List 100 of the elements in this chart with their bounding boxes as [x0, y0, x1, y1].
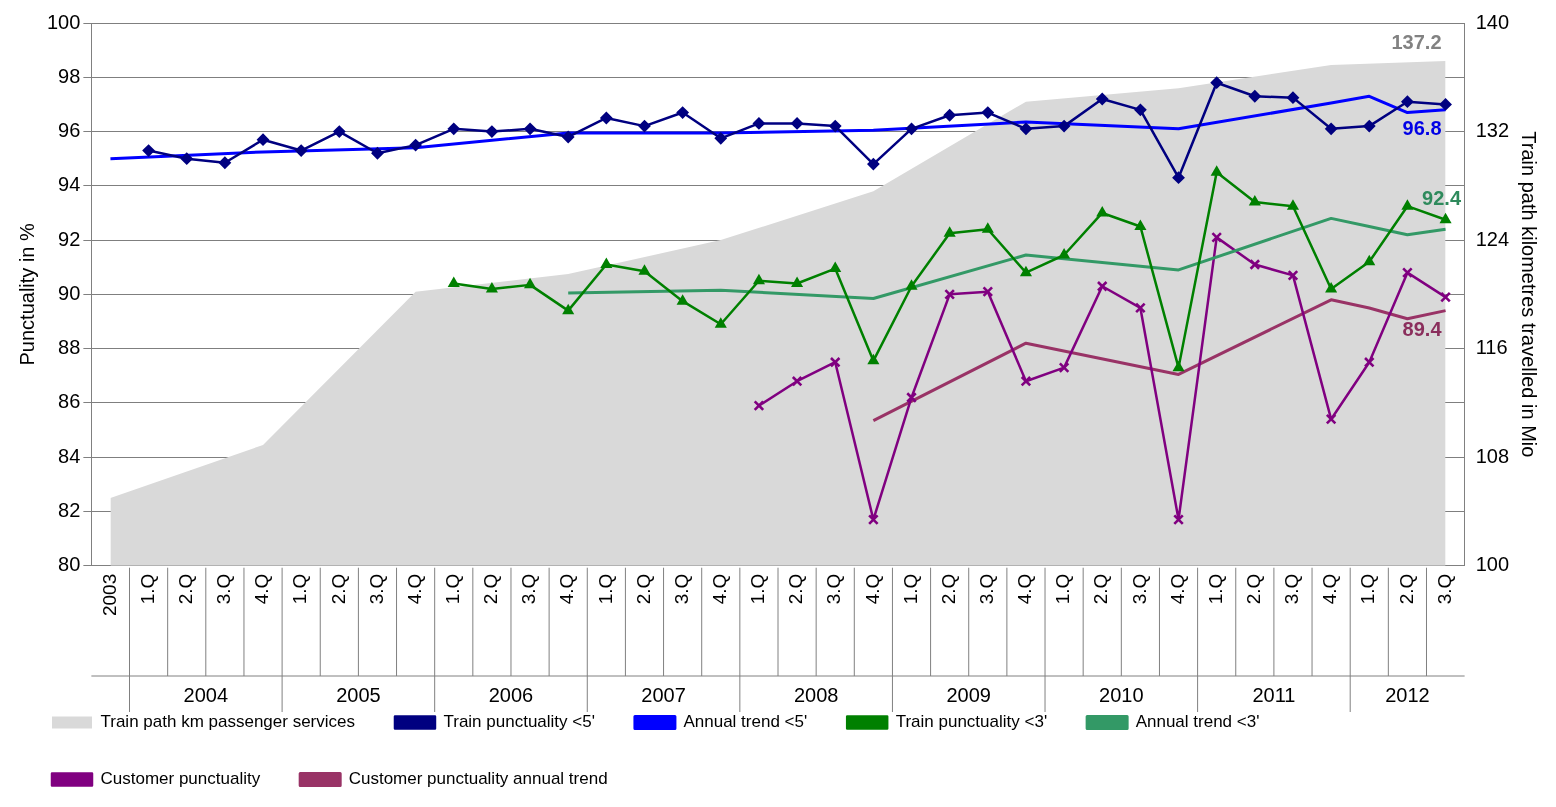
point [1286, 91, 1299, 104]
point [295, 144, 308, 157]
x-tick-label: 1.Q [1204, 573, 1226, 605]
point [447, 122, 460, 135]
x-tick-label: 1.Q [1052, 573, 1074, 605]
text: 2009 [946, 683, 991, 706]
x-tick-label: 2.Q [174, 573, 196, 605]
legend-label: Annual trend <5' [683, 712, 808, 732]
x-tick-label: 4.Q [403, 573, 425, 605]
point [562, 130, 575, 143]
data-label: 137.2 [1391, 30, 1442, 53]
y2-tick-label: 100 [1475, 553, 1510, 576]
legend-label: Train path km passenger services [100, 712, 355, 732]
point [1402, 200, 1413, 210]
point [1058, 362, 1070, 373]
y-tick-label: 82 [58, 498, 81, 521]
x-tick-label: 2.Q [1395, 573, 1417, 605]
x-tick-label: 2.Q [937, 573, 959, 605]
point [600, 111, 613, 124]
x-tick-label: 3.Q [518, 573, 540, 605]
y2-tick-label: 124 [1475, 227, 1510, 250]
point [715, 318, 727, 328]
y2-tick-label: 132 [1475, 119, 1510, 142]
point [1248, 90, 1261, 103]
point [1249, 196, 1261, 206]
text: 2008 [793, 683, 839, 706]
point [142, 144, 155, 157]
text: 2005 [336, 683, 381, 706]
point [868, 354, 879, 365]
point [1210, 76, 1223, 89]
point [905, 122, 918, 135]
point [1325, 122, 1338, 135]
point [1058, 249, 1070, 259]
x-tick-label: 2.Q [785, 573, 807, 605]
point [333, 125, 346, 138]
x-tick-label: 3.Q [823, 573, 845, 605]
point [1249, 259, 1260, 270]
point [1325, 282, 1337, 293]
point [486, 282, 498, 293]
data-label: 89.4 [1402, 318, 1443, 341]
point [714, 132, 727, 145]
data-label: 96.8 [1402, 117, 1442, 140]
x-tick-label: 4.Q [709, 573, 731, 605]
text: 2012 [1385, 683, 1430, 706]
y-tick-label: 86 [58, 390, 81, 413]
point [753, 274, 765, 285]
x-tick-label: 3.Q [1433, 573, 1455, 605]
legend-label: Train punctuality <5' [443, 712, 595, 732]
point [448, 277, 460, 288]
data-label: 92.4 [1422, 186, 1462, 209]
text: 2010 [1099, 683, 1144, 706]
x-tick-label: 2.Q [480, 573, 502, 605]
y-tick-label: 100 [46, 10, 81, 33]
x-tick-label: 1.Q [1357, 573, 1379, 605]
legend-label: Annual trend <3' [1135, 712, 1260, 732]
x-tick-label: 1.Q [594, 573, 616, 605]
legend-label: Train punctuality <3' [895, 712, 1048, 732]
x-tick-label: 3.Q [670, 573, 692, 605]
text: 2006 [488, 683, 534, 706]
y2-axis-title: Train path kilometres travelled in Mio [1518, 131, 1541, 458]
point [1440, 213, 1451, 224]
point [752, 117, 765, 130]
point [218, 156, 231, 169]
y2-tick-label: 140 [1475, 10, 1510, 33]
y-tick-label: 88 [58, 336, 81, 359]
x-tick-label: 4.Q [251, 573, 273, 605]
text: 2007 [641, 683, 686, 706]
text: 2011 [1252, 683, 1296, 706]
point [791, 277, 803, 288]
point [409, 139, 422, 152]
x-tick-label: 1.Q [289, 573, 311, 605]
y-tick-label: 94 [58, 173, 81, 196]
y-tick-label: 96 [58, 119, 81, 142]
point [180, 152, 193, 165]
point [1439, 98, 1452, 111]
x-tick-label: 1.Q [136, 573, 158, 605]
x-tick-label: 4.Q [1319, 573, 1341, 605]
x-tick-label: 1.Q [441, 573, 463, 605]
x-tick-label: 3.Q [213, 573, 235, 605]
text: 2004 [183, 683, 229, 706]
point [639, 265, 650, 275]
y-tick-label: 98 [58, 64, 81, 87]
point [1287, 200, 1299, 210]
x-tick-label: 2003 [98, 573, 120, 617]
point [944, 227, 955, 237]
legend-label: Customer punctuality [100, 769, 261, 789]
point [1363, 120, 1376, 133]
point [1020, 266, 1032, 277]
point [524, 122, 537, 135]
point [981, 106, 994, 119]
point [638, 120, 651, 133]
point [867, 158, 880, 171]
x-tick-label: 2.Q [1243, 573, 1265, 605]
y-axis-title: Punctuality in % [15, 223, 38, 366]
point [753, 400, 765, 411]
point [1363, 255, 1375, 266]
point [1135, 302, 1146, 314]
point [829, 262, 841, 273]
point [1172, 171, 1185, 184]
x-tick-label: 2.Q [1090, 573, 1112, 605]
